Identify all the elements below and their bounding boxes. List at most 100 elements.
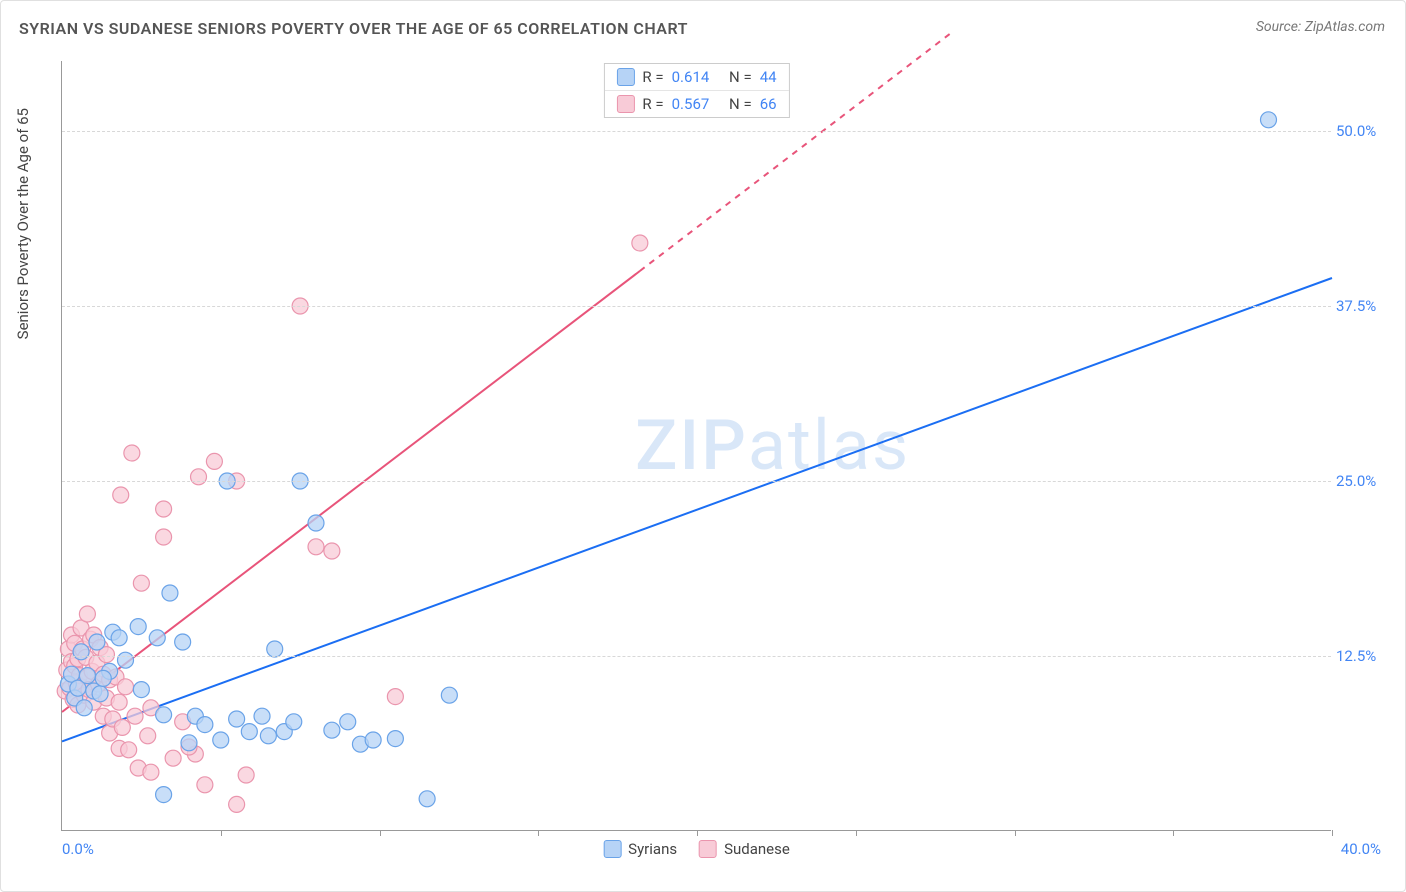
data-point [114, 719, 130, 735]
data-point [324, 543, 340, 559]
legend-r-prefix: R = [642, 68, 663, 86]
chart-title: SYRIAN VS SUDANESE SENIORS POVERTY OVER … [19, 19, 688, 38]
data-point [197, 777, 213, 793]
data-point [165, 750, 181, 766]
gridline-horizontal [62, 131, 1331, 132]
data-point [79, 668, 95, 684]
data-point [130, 619, 146, 635]
data-point [124, 445, 140, 461]
legend-swatch-sudanese [616, 95, 634, 113]
y-tick-label: 50.0% [1336, 122, 1391, 140]
data-point [111, 694, 127, 710]
y-tick-label: 12.5% [1336, 647, 1391, 665]
legend-r-value-sudanese: 0.567 [672, 95, 710, 113]
data-point [206, 453, 222, 469]
gridline-horizontal [62, 656, 1331, 657]
legend-item-syrians: Syrians [603, 840, 677, 858]
data-point [419, 791, 435, 807]
data-point [79, 606, 95, 622]
x-tick [1015, 830, 1016, 836]
legend-correlation-box: R = 0.614 N = 44 R = 0.567 N = 66 [603, 63, 789, 118]
data-point [175, 634, 191, 650]
legend-n-value-sudanese: 66 [760, 95, 777, 113]
legend-r-prefix: R = [642, 95, 663, 113]
data-point [156, 529, 172, 545]
data-point [229, 711, 245, 727]
data-point [121, 742, 137, 758]
data-point [267, 641, 283, 657]
legend-bottom-swatch-syrians [603, 840, 621, 858]
legend-row-syrians: R = 0.614 N = 44 [604, 64, 788, 90]
chart-container: SYRIAN VS SUDANESE SENIORS POVERTY OVER … [0, 0, 1406, 892]
data-point [92, 686, 108, 702]
data-point [140, 728, 156, 744]
y-tick-label: 25.0% [1336, 472, 1391, 490]
data-point [308, 539, 324, 555]
x-tick [1173, 830, 1174, 836]
data-point [238, 767, 254, 783]
x-tick [1332, 830, 1333, 836]
legend-series-box: Syrians Sudanese [603, 840, 790, 858]
data-point [118, 679, 134, 695]
data-point [156, 707, 172, 723]
plot-area: ZIPatlas R = 0.614 N = 44 R = 0.567 N = … [61, 61, 1331, 831]
data-point [308, 515, 324, 531]
data-point [127, 708, 143, 724]
data-point [324, 722, 340, 738]
data-point [95, 670, 111, 686]
data-point [133, 682, 149, 698]
legend-bottom-label-sudanese: Sudanese [724, 840, 790, 858]
data-point [149, 630, 165, 646]
data-point [156, 501, 172, 517]
data-point [213, 732, 229, 748]
source-attribution: Source: ZipAtlas.com [1256, 19, 1385, 35]
data-point [241, 724, 257, 740]
data-point [133, 575, 149, 591]
data-point [340, 714, 356, 730]
legend-n-value-syrians: 44 [760, 68, 777, 86]
legend-swatch-syrians [616, 68, 634, 86]
data-point [441, 687, 457, 703]
data-point [254, 708, 270, 724]
x-tick [380, 830, 381, 836]
legend-n-prefix: N = [729, 95, 752, 113]
data-point [111, 630, 127, 646]
data-point [387, 731, 403, 747]
data-point [632, 235, 648, 251]
legend-n-prefix: N = [729, 68, 752, 86]
legend-r-value-syrians: 0.614 [672, 68, 710, 86]
data-point [229, 796, 245, 812]
trend-line [62, 278, 1332, 741]
legend-item-sudanese: Sudanese [699, 840, 790, 858]
data-point [118, 652, 134, 668]
x-tick [856, 830, 857, 836]
legend-bottom-label-syrians: Syrians [628, 840, 677, 858]
y-tick-label: 37.5% [1336, 297, 1391, 315]
data-point [76, 700, 92, 716]
x-axis-min-label: 0.0% [62, 840, 94, 858]
data-point [162, 585, 178, 601]
data-point [156, 787, 172, 803]
y-axis-label: Seniors Poverty Over the Age of 65 [14, 108, 32, 339]
data-point [365, 732, 381, 748]
x-tick [697, 830, 698, 836]
trend-line [62, 271, 640, 712]
legend-row-sudanese: R = 0.567 N = 66 [604, 90, 788, 117]
data-point [1261, 112, 1277, 128]
gridline-horizontal [62, 306, 1331, 307]
data-point [191, 469, 207, 485]
data-point [113, 487, 129, 503]
data-point [197, 717, 213, 733]
data-point [387, 689, 403, 705]
data-point [143, 764, 159, 780]
plot-svg [62, 61, 1331, 830]
x-tick [221, 830, 222, 836]
gridline-horizontal [62, 481, 1331, 482]
data-point [260, 728, 276, 744]
data-point [89, 634, 105, 650]
data-point [286, 714, 302, 730]
x-axis-max-label: 40.0% [1341, 840, 1381, 858]
legend-bottom-swatch-sudanese [699, 840, 717, 858]
data-point [73, 644, 89, 660]
x-tick [538, 830, 539, 836]
